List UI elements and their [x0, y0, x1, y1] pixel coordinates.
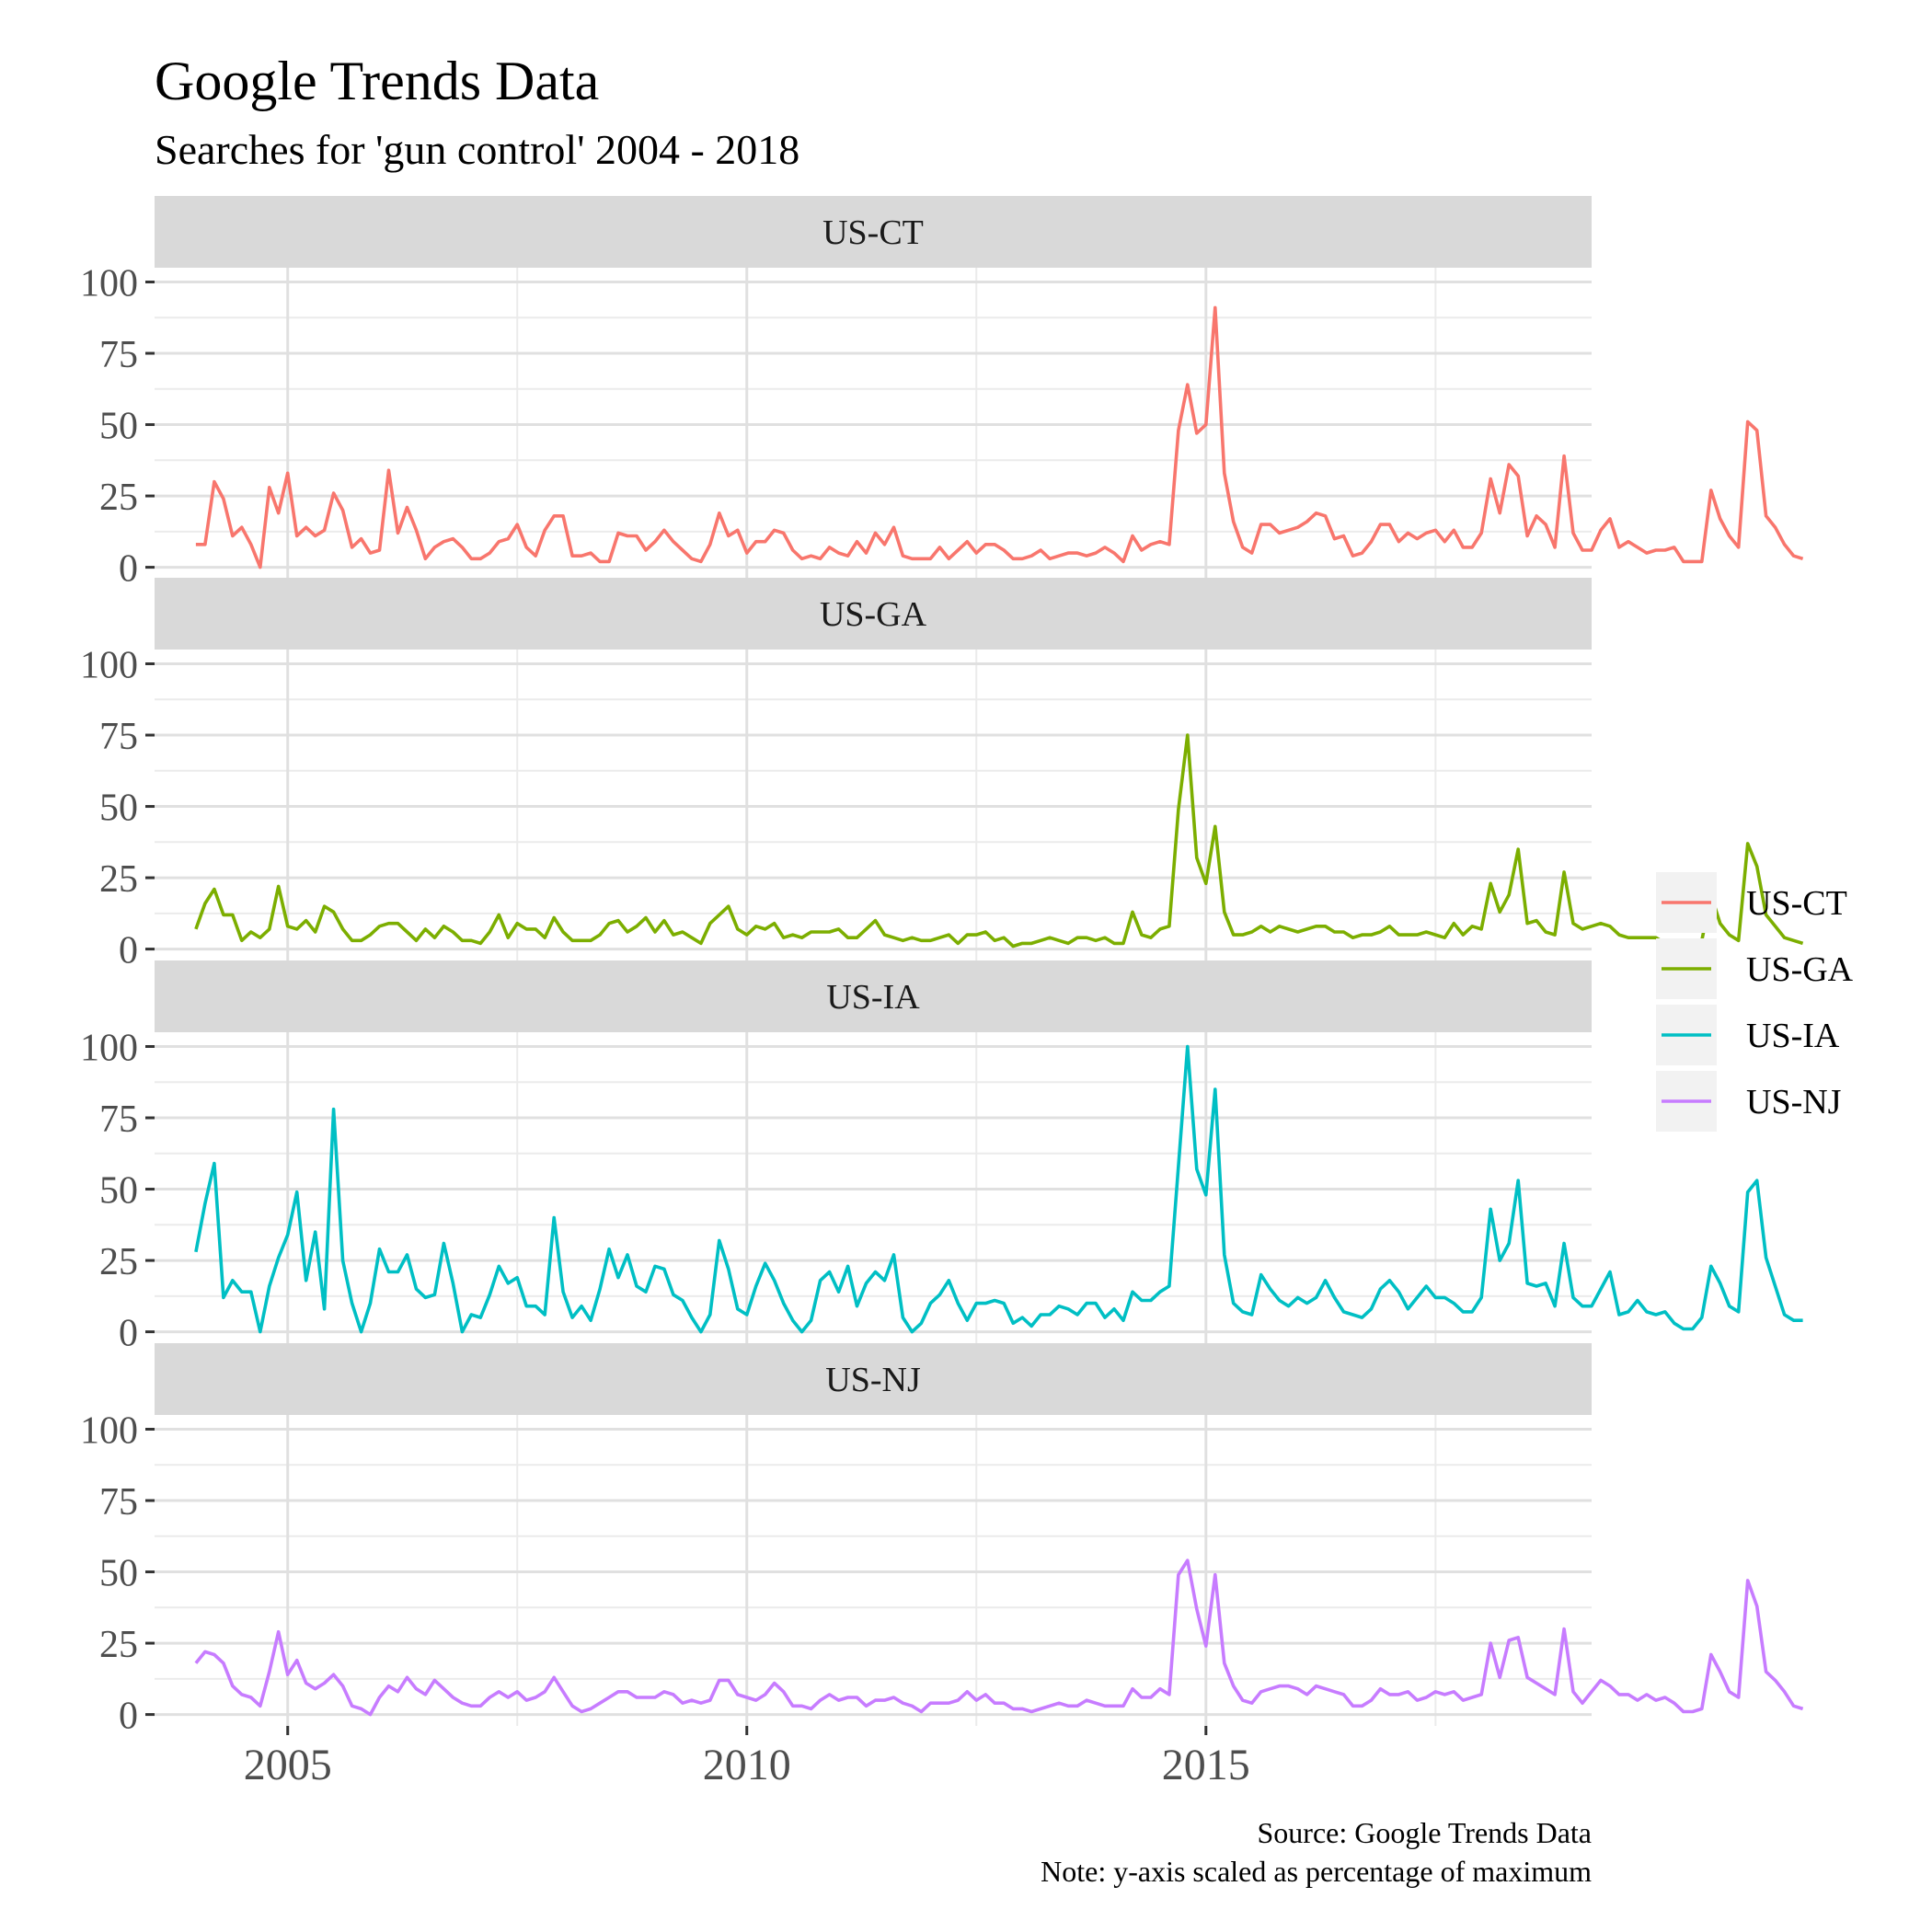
- facet-panel: US-GA 0 25 50 75 100: [80, 578, 1804, 972]
- facet-strip: [155, 960, 1592, 1032]
- y-tick-label: 25: [99, 1624, 138, 1666]
- facet-panels: US-CT 0 25 50 75 100 US-GA 0 25 50 75 100 US-IA 0 25 50…: [80, 196, 1804, 1738]
- x-tick-label: 2015: [1162, 1741, 1250, 1789]
- legend-label: US-GA: [1746, 950, 1854, 989]
- caption-source: Source: Google Trends Data: [1257, 1816, 1592, 1849]
- legend-label: US-IA: [1746, 1017, 1840, 1055]
- facet-panel: US-IA 0 25 50 75 100: [80, 960, 1803, 1355]
- y-tick-label: 25: [99, 1241, 138, 1283]
- y-tick-label: 100: [80, 645, 138, 687]
- panel-background: [155, 1032, 1592, 1343]
- panel-background: [155, 1415, 1592, 1726]
- series-line-us-nj: [194, 1558, 1804, 1717]
- y-tick-label: 75: [99, 1098, 138, 1141]
- panel-background: [155, 268, 1592, 579]
- x-tick-label: 2010: [703, 1741, 791, 1789]
- y-tick-label: 50: [99, 406, 138, 448]
- chart-title: Google Trends Data: [155, 51, 599, 111]
- y-tick-label: 25: [99, 858, 138, 901]
- y-tick-label: 0: [119, 1313, 138, 1355]
- series-line-us-ga: [194, 733, 1804, 949]
- y-tick-label: 50: [99, 1170, 138, 1213]
- y-tick-label: 75: [99, 716, 138, 758]
- facet-panel: US-CT 0 25 50 75 100: [80, 196, 1804, 591]
- legend-label: US-CT: [1746, 884, 1847, 923]
- series-line-us-ia: [194, 1044, 1803, 1334]
- y-tick-label: 100: [80, 1410, 138, 1453]
- facet-strip-label: US-IA: [826, 978, 920, 1017]
- facet-panel: US-NJ 0 25 50 75 100: [80, 1343, 1804, 1738]
- y-tick-label: 0: [119, 548, 138, 591]
- facet-strip: [155, 1343, 1592, 1415]
- y-tick-label: 0: [119, 930, 138, 972]
- y-tick-label: 100: [80, 263, 138, 305]
- x-tick-label: 2005: [244, 1741, 332, 1789]
- y-tick-label: 75: [99, 1481, 138, 1524]
- y-tick-label: 50: [99, 788, 138, 830]
- caption-note: Note: y-axis scaled as percentage of max…: [1041, 1855, 1592, 1888]
- x-axis: 2005 2010 2015: [244, 1726, 1250, 1789]
- series-line-us-ct: [195, 305, 1804, 569]
- facet-strip: [155, 196, 1592, 268]
- panel-background: [155, 650, 1592, 960]
- legend-label: US-NJ: [1746, 1083, 1841, 1121]
- facet-strip-label: US-GA: [820, 595, 927, 634]
- y-tick-label: 75: [99, 334, 138, 376]
- facet-strip: [155, 578, 1592, 650]
- y-tick-label: 100: [80, 1028, 138, 1070]
- chart-subtitle: Searches for 'gun control' 2004 - 2018: [155, 126, 799, 173]
- legend: US-CT US-GA US-IA US-NJ: [1656, 872, 1854, 1132]
- y-tick-label: 0: [119, 1696, 138, 1738]
- y-tick-label: 25: [99, 477, 138, 519]
- facet-strip-label: US-CT: [822, 213, 924, 252]
- facet-strip-label: US-NJ: [825, 1361, 920, 1399]
- y-tick-label: 50: [99, 1553, 138, 1595]
